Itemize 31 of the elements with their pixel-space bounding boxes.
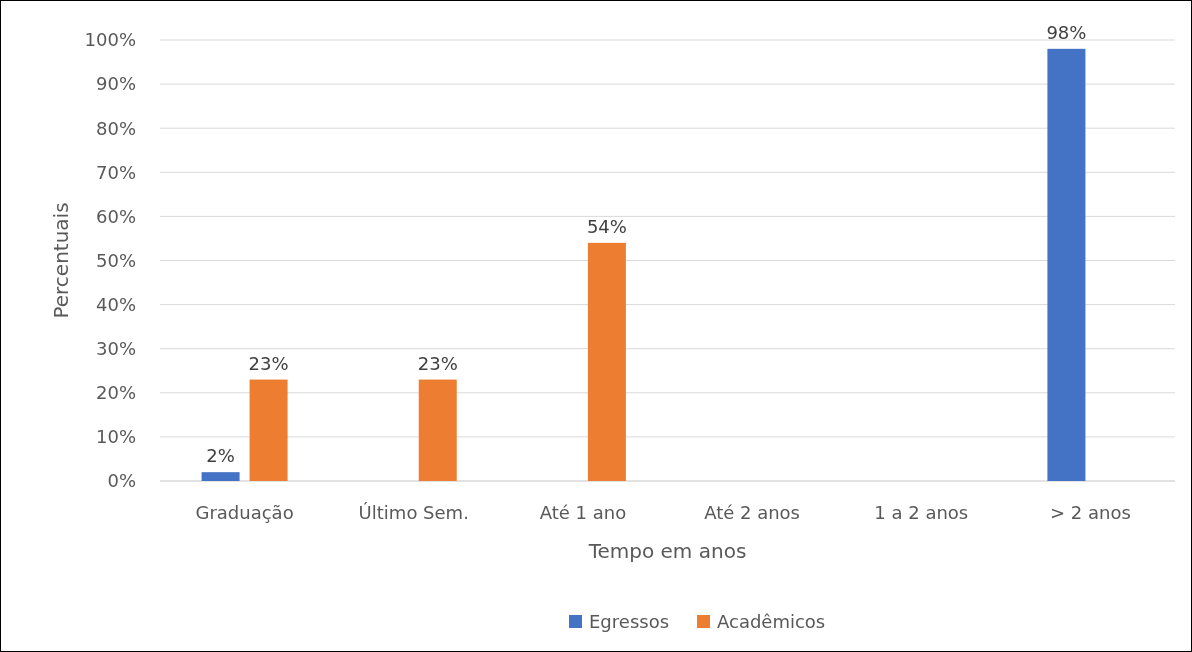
data-label: 23% <box>248 352 289 374</box>
y-tick-label: 40% <box>95 293 136 315</box>
data-label: 23% <box>417 352 458 374</box>
y-tick-label: 10% <box>95 426 136 448</box>
bar <box>201 472 240 481</box>
y-tick-label: 70% <box>95 161 136 183</box>
y-tick-label: 100% <box>84 29 136 51</box>
x-tick-label: > 2 anos <box>1050 502 1131 523</box>
y-tick-label: 60% <box>95 205 136 227</box>
bar <box>1047 48 1086 481</box>
data-label: 98% <box>1046 21 1087 43</box>
x-tick-label: Graduação <box>195 502 294 523</box>
y-tick-label: 80% <box>95 117 136 139</box>
data-label: 2% <box>206 445 235 467</box>
y-tick-label: 50% <box>95 249 136 271</box>
data-label: 54% <box>586 215 627 237</box>
y-tick-label: 20% <box>95 382 136 404</box>
legend-label: Acadêmicos <box>717 611 826 633</box>
x-tick-label: Último Sem. <box>358 502 469 523</box>
x-tick-label: Até 2 anos <box>704 502 801 523</box>
x-tick-label: Até 1 ano <box>539 502 627 523</box>
legend-label: Egressos <box>589 611 670 633</box>
x-axis-title: Tempo em anos <box>587 539 747 563</box>
bar <box>249 379 288 481</box>
x-tick-label: 1 a 2 anos <box>874 502 969 523</box>
y-tick-label: 30% <box>95 338 136 359</box>
y-tick-label: 0% <box>107 470 136 492</box>
y-axis-title: Percentuais <box>49 202 73 319</box>
bar <box>587 242 626 481</box>
bar <box>418 379 457 481</box>
y-tick-label: 90% <box>95 73 136 95</box>
